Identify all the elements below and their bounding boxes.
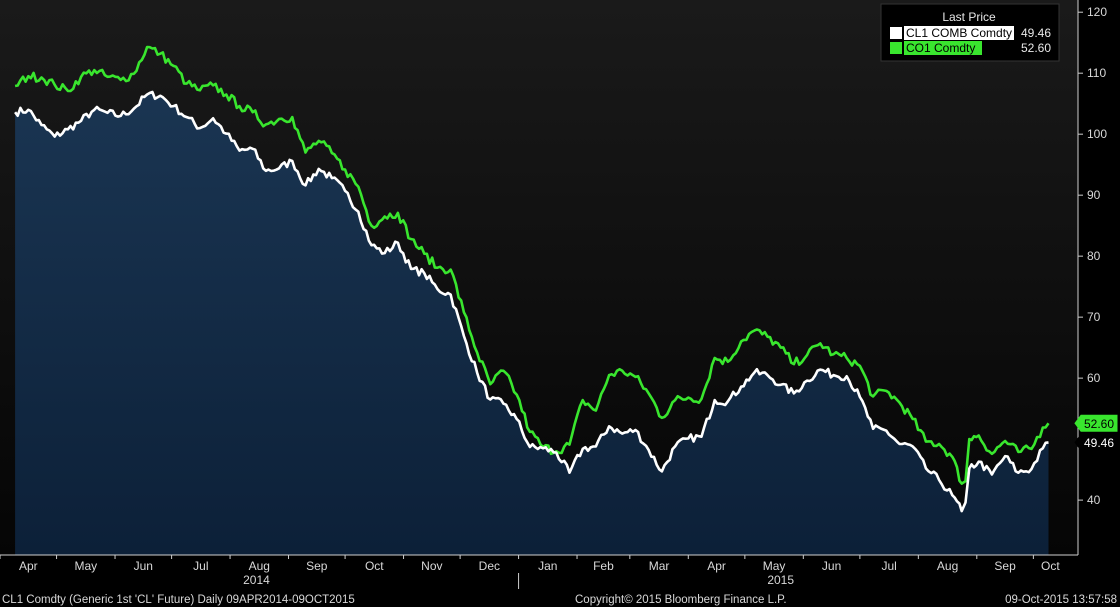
cl1-area-fill bbox=[15, 92, 1049, 555]
legend-entry-cl1-name: CL1 COMB Comdty bbox=[906, 26, 1012, 40]
series-line-cl1 bbox=[14, 90, 1049, 513]
y-tick-label-100: 100 bbox=[1087, 127, 1107, 141]
y-axis: 405060708090100110120 bbox=[1077, 0, 1107, 555]
area-layer bbox=[15, 92, 1049, 555]
y-tick-label-70: 70 bbox=[1087, 310, 1101, 324]
x-tick-label-aug: Aug bbox=[249, 559, 270, 573]
footer-background bbox=[0, 591, 1120, 607]
x-tick-label-oct: Oct bbox=[1041, 559, 1060, 573]
x-tick-label-may: May bbox=[763, 559, 786, 573]
y-tick-label-110: 110 bbox=[1087, 66, 1106, 80]
x-tick-label-sep: Sep bbox=[994, 559, 1016, 573]
x-tick-label-jul: Jul bbox=[881, 559, 896, 573]
legend-title: Last Price bbox=[942, 10, 996, 24]
y-tick-label-120: 120 bbox=[1087, 5, 1107, 19]
x-tick-label-jul: Jul bbox=[193, 559, 208, 573]
year-label-2015: 2015 bbox=[767, 573, 794, 587]
y-tick-label-90: 90 bbox=[1087, 188, 1101, 202]
legend-entry-co1-name: CO1 Comdty bbox=[906, 41, 975, 55]
last-price-label-cl1: 49.46 bbox=[1084, 436, 1114, 450]
y-tick-label-60: 60 bbox=[1087, 371, 1101, 385]
x-tick-label-apr: Apr bbox=[707, 559, 726, 573]
x-tick-label-aug: Aug bbox=[937, 559, 958, 573]
x-tick-label-jun: Jun bbox=[134, 559, 153, 573]
x-tick-label-apr: Apr bbox=[19, 559, 38, 573]
x-tick-label-sep: Sep bbox=[306, 559, 328, 573]
x-tick-label-may: May bbox=[74, 559, 97, 573]
last-price-badges: 49.46 52.60 bbox=[1074, 414, 1118, 451]
x-tick-label-jan: Jan bbox=[538, 559, 557, 573]
legend-swatch-cl1 bbox=[890, 27, 902, 39]
y-tick-label-40: 40 bbox=[1087, 493, 1101, 507]
footer-copyright: Copyright© 2015 Bloomberg Finance L.P. bbox=[575, 594, 787, 606]
x-axis: Apr May Jun Jul Aug Sep Oct Nov Dec Jan Feb Mar Apr M… bbox=[0, 554, 1078, 589]
legend-highlight-cl1 bbox=[904, 26, 1014, 40]
legend: Last Price CL1 COMB Comdty 49.46 CO1 Com… bbox=[880, 3, 1060, 62]
legend-highlight-co1 bbox=[904, 41, 982, 55]
x-tick-label-nov: Nov bbox=[421, 559, 442, 573]
last-price-badge-cl1 bbox=[1074, 433, 1118, 451]
x-tick-label-jun: Jun bbox=[822, 559, 841, 573]
x-tick-label-oct: Oct bbox=[365, 559, 384, 573]
footer-bar: CL1 Comdty (Generic 1st 'CL' Future) Dai… bbox=[0, 591, 1120, 607]
last-price-label-co1: 52.60 bbox=[1084, 417, 1114, 431]
footer-security-description: CL1 Comdty (Generic 1st 'CL' Future) Dai… bbox=[2, 594, 355, 606]
x-tick-label-mar: Mar bbox=[649, 559, 670, 573]
year-label-2014: 2014 bbox=[243, 573, 270, 587]
legend-entry-co1-value: 52.60 bbox=[1021, 41, 1051, 55]
x-tick-label-feb: Feb bbox=[593, 559, 614, 573]
x-tick-label-dec: Dec bbox=[479, 559, 500, 573]
lines-layer bbox=[14, 45, 1050, 513]
y-tick-label-80: 80 bbox=[1087, 249, 1101, 263]
legend-entry-cl1-value: 49.46 bbox=[1021, 26, 1051, 40]
legend-swatch-co1 bbox=[890, 42, 902, 54]
footer-timestamp: 09-Oct-2015 13:57:58 bbox=[1005, 594, 1117, 606]
series-line-co1 bbox=[14, 45, 1050, 485]
last-price-badge-co1 bbox=[1074, 414, 1118, 432]
